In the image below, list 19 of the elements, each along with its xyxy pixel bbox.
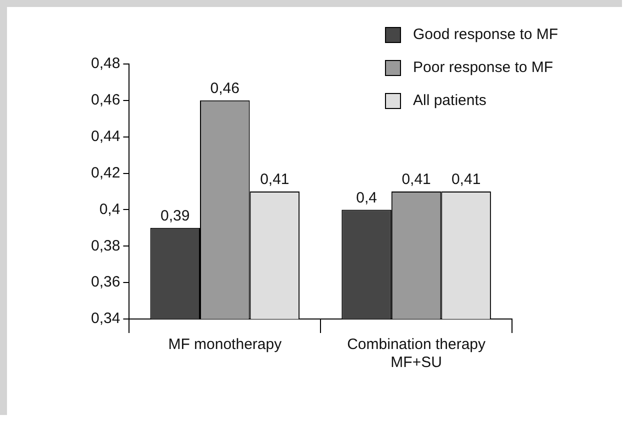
data-label: 0,46 [210,80,240,98]
legend-label: Good response to MF [413,26,558,43]
y-tick-label: 0,46 [90,92,120,109]
legend-label: Poor response to MF [413,59,554,76]
y-tick-label: 0,4 [99,200,120,218]
data-label: 0,41 [402,171,431,188]
x-tick-label: MF monotherapy [168,336,282,354]
legend-label: All patients [413,92,486,109]
data-label: 0,41 [451,171,481,188]
data-label: 0,41 [260,171,290,188]
y-tick-label: 0,42 [90,164,120,182]
y-tick-label: 0,48 [90,55,120,72]
y-tick-label: 0,38 [90,237,120,254]
data-label: 0,39 [160,208,190,225]
x-tick-label: Combination therapy MF+SU [347,336,486,372]
y-tick-label: 0,34 [90,310,120,328]
data-label: 0,4 [356,189,377,206]
y-tick-label: 0,36 [90,274,120,291]
y-tick-label: 0,44 [90,128,120,145]
